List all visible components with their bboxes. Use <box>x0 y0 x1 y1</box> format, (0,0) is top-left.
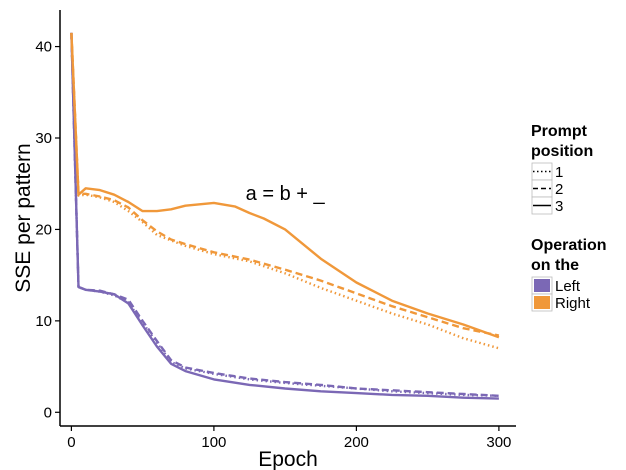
series-line-left-position-1 <box>70 32 499 397</box>
y-tick-label: 10 <box>35 313 52 330</box>
legend-title-operation-line1: Operation <box>531 237 607 254</box>
legend-label-position-1: 1 <box>555 164 563 181</box>
legend-swatch-left <box>534 279 550 292</box>
legend-title-linetype-line1: Prompt <box>531 123 588 140</box>
series-line-right-position-3 <box>70 32 500 339</box>
y-tick-label: 0 <box>44 404 52 421</box>
chart-annotation: a = b + _ <box>246 183 326 205</box>
series-line-right-position-2 <box>70 32 500 337</box>
y-tick-label: 30 <box>35 130 52 147</box>
legend-title-operation-line2: on the <box>531 257 579 274</box>
x-axis-title: Epoch <box>258 448 318 470</box>
legend: Prompt position 1 2 3 Operation on the L… <box>531 123 607 312</box>
x-tick-label: 100 <box>201 434 226 451</box>
legend-label-position-2: 2 <box>555 181 563 198</box>
y-tick-label: 20 <box>35 221 52 238</box>
axis-ticks: 0 10 20 30 40 0 100 200 300 <box>35 39 511 451</box>
legend-label-position-3: 3 <box>555 198 563 215</box>
legend-title-linetype-line2: position <box>531 143 593 160</box>
plot-lines <box>70 32 500 400</box>
legend-label-right: Right <box>555 295 591 312</box>
x-tick-label: 200 <box>344 434 369 451</box>
y-tick-label: 40 <box>35 39 52 56</box>
legend-label-left: Left <box>555 278 581 295</box>
series-line-left-position-3 <box>70 32 499 400</box>
legend-swatch-right <box>534 296 550 309</box>
x-tick-label: 300 <box>486 434 511 451</box>
x-tick-label: 0 <box>67 434 75 451</box>
y-axis-title: SSE per pattern <box>12 143 35 292</box>
